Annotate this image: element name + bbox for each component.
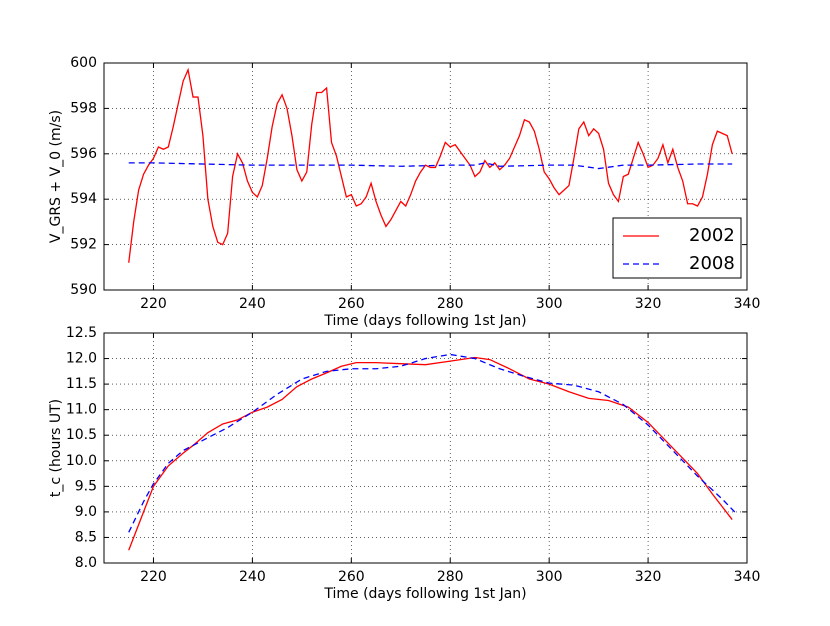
y-tick-label: 9.0 xyxy=(75,504,97,520)
y-axis-label: t_c (hours UT) xyxy=(48,399,64,497)
y-tick-label: 590 xyxy=(70,282,97,298)
x-tick-label: 340 xyxy=(734,569,761,585)
x-axis-label: Time (days following 1st Jan) xyxy=(323,313,526,329)
plot-area xyxy=(104,333,747,563)
series-line xyxy=(128,356,733,551)
x-axis-label: Time (days following 1st Jan) xyxy=(323,586,526,602)
y-tick-label: 8.5 xyxy=(75,529,97,545)
axes-frame xyxy=(103,62,748,291)
legend-box xyxy=(612,217,742,279)
x-tick-label: 220 xyxy=(140,569,167,585)
y-tick-label: 592 xyxy=(70,237,97,253)
x-tick-label: 260 xyxy=(338,296,365,312)
x-tick-label: 300 xyxy=(536,569,563,585)
y-tick-label: 12.0 xyxy=(66,351,97,367)
legend-label: 2002 xyxy=(689,225,735,246)
x-tick-label: 340 xyxy=(734,296,761,312)
x-tick-label: 320 xyxy=(635,296,662,312)
series-line xyxy=(128,162,733,170)
y-tick-label: 12.5 xyxy=(66,325,97,341)
x-tick-label: 280 xyxy=(437,569,464,585)
y-axis-label: V_GRS + V_0 (m/s) xyxy=(48,110,64,243)
legend-label: 2008 xyxy=(689,253,735,274)
series-line xyxy=(128,353,738,533)
axes-frame xyxy=(103,332,748,564)
x-tick-label: 240 xyxy=(239,569,266,585)
y-tick-label: 598 xyxy=(70,100,97,116)
y-tick-label: 11.0 xyxy=(66,402,97,418)
x-tick-label: 300 xyxy=(536,296,563,312)
y-tick-label: 11.5 xyxy=(66,376,97,392)
y-tick-label: 600 xyxy=(70,55,97,71)
y-tick-label: 594 xyxy=(70,191,97,207)
x-tick-label: 240 xyxy=(239,296,266,312)
y-tick-label: 596 xyxy=(70,146,97,162)
x-tick-label: 260 xyxy=(338,569,365,585)
y-tick-label: 10.0 xyxy=(66,453,97,469)
x-tick-label: 280 xyxy=(437,296,464,312)
y-tick-label: 9.5 xyxy=(75,478,97,494)
series-line xyxy=(128,67,733,263)
y-tick-label: 8.0 xyxy=(75,555,97,571)
legend: 2002 2008 xyxy=(612,217,742,279)
x-tick-label: 320 xyxy=(635,569,662,585)
x-tick-label: 220 xyxy=(140,296,167,312)
y-tick-label: 10.5 xyxy=(66,427,97,443)
